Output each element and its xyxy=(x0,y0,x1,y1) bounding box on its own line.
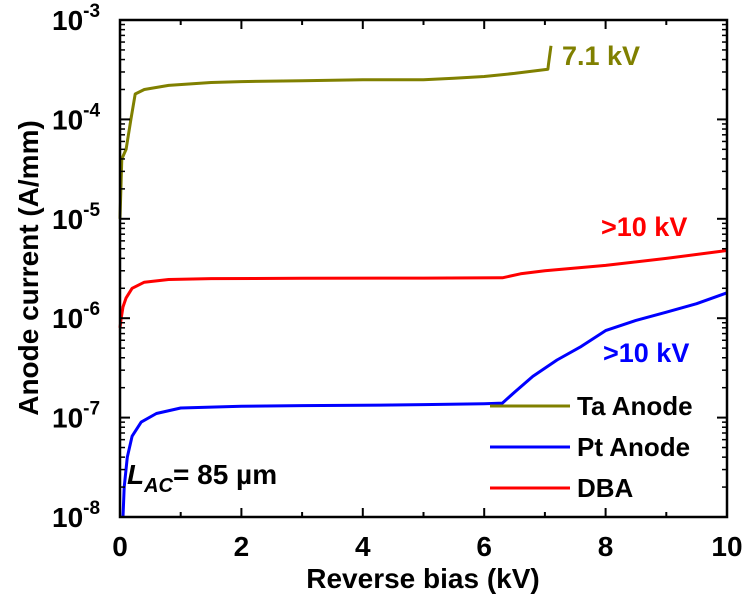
lac-label-main: L xyxy=(127,459,144,490)
x-tick-label: 0 xyxy=(112,531,128,562)
x-tick-label: 8 xyxy=(598,531,614,562)
y-axis-title: Anode current (A/mm) xyxy=(13,120,44,416)
series-line-pt-anode xyxy=(121,291,728,518)
legend-label-pt: Pt Anode xyxy=(577,432,690,462)
lac-label-rest: = 85 µm xyxy=(173,459,277,490)
lac-label: LAC= 85 µm xyxy=(127,459,277,497)
x-tick-label: 2 xyxy=(234,531,250,562)
y-tick-label: 10-3 xyxy=(52,1,100,36)
x-tick-label: 6 xyxy=(476,531,492,562)
x-axis-title: Reverse bias (kV) xyxy=(306,563,539,594)
x-tick-label: 4 xyxy=(355,531,371,562)
x-tick-label: 10 xyxy=(711,531,742,562)
y-tick-label: 10-7 xyxy=(52,399,100,434)
y-tick-label: 10-8 xyxy=(52,498,100,533)
annotation-ta-breakdown: 7.1 kV xyxy=(562,41,640,71)
series-line-dba xyxy=(118,249,728,328)
y-tick-label: 10-4 xyxy=(52,100,100,135)
series-layer xyxy=(118,45,728,518)
annotation-pt-breakdown: >10 kV xyxy=(603,338,689,368)
series-line-ta-anode xyxy=(118,45,553,219)
ticks-layer: 0 2 4 6 8 10 10-8 10-7 10-6 10-5 10-4 10-3 xyxy=(52,1,743,562)
legend: Ta Anode Pt Anode DBA xyxy=(490,391,693,503)
lac-label-sub: AC xyxy=(143,475,173,497)
legend-label-dba: DBA xyxy=(577,473,634,503)
annotation-dba-breakdown: >10 kV xyxy=(601,212,687,242)
legend-label-ta: Ta Anode xyxy=(577,391,693,421)
y-tick-label: 10-6 xyxy=(52,299,100,334)
y-tick-label: 10-5 xyxy=(52,200,100,235)
